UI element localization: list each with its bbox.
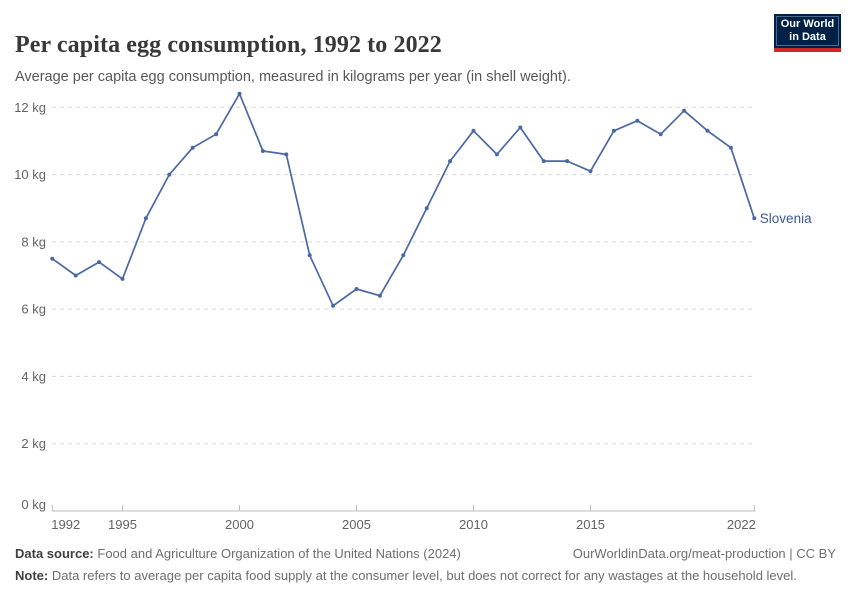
data-point[interactable] bbox=[120, 276, 125, 281]
data-point[interactable] bbox=[682, 108, 687, 113]
note-label: Note: bbox=[15, 568, 49, 583]
data-point[interactable] bbox=[494, 152, 499, 157]
data-point[interactable] bbox=[448, 159, 453, 164]
y-tick-label: 8 kg bbox=[21, 234, 46, 249]
data-point[interactable] bbox=[260, 149, 265, 153]
data-point[interactable] bbox=[635, 118, 640, 123]
data-point[interactable] bbox=[284, 152, 289, 157]
y-tick-label: 10 kg bbox=[14, 167, 46, 182]
x-tick-label: 2000 bbox=[225, 517, 254, 532]
y-tick-label: 12 kg bbox=[14, 100, 46, 115]
page-subtitle: Average per capita egg consumption, meas… bbox=[15, 68, 571, 85]
data-point[interactable] bbox=[565, 159, 570, 164]
x-tick-label: 1995 bbox=[108, 517, 137, 532]
y-tick-label: 2 kg bbox=[21, 436, 46, 451]
data-point[interactable] bbox=[728, 145, 733, 150]
series-end-label[interactable]: Slovenia bbox=[760, 211, 812, 226]
x-tick-label: 2010 bbox=[459, 517, 488, 532]
note-text: Data refers to average per capita food s… bbox=[51, 568, 797, 583]
data-point[interactable] bbox=[167, 172, 172, 177]
data-series-slovenia[interactable] bbox=[50, 91, 757, 308]
data-point[interactable] bbox=[541, 159, 546, 164]
data-point[interactable] bbox=[237, 91, 242, 96]
owid-logo[interactable]: Our World in Data bbox=[774, 14, 841, 52]
data-source: Data source: Food and Agriculture Organi… bbox=[15, 546, 461, 561]
x-tick-label: 2015 bbox=[576, 517, 605, 532]
data-point[interactable] bbox=[705, 128, 710, 133]
data-point[interactable] bbox=[97, 260, 102, 265]
data-point[interactable] bbox=[424, 206, 429, 211]
y-tick-label: 4 kg bbox=[21, 369, 46, 384]
data-point[interactable] bbox=[518, 125, 523, 130]
attribution-link[interactable]: OurWorldinData.org/meat-production | CC … bbox=[572, 546, 836, 561]
data-point[interactable] bbox=[307, 253, 312, 258]
data-point[interactable] bbox=[143, 216, 148, 221]
chart-gridlines bbox=[52, 106, 754, 445]
series-end-label-group[interactable]: Slovenia bbox=[760, 211, 812, 226]
data-point[interactable] bbox=[354, 287, 359, 291]
data-point[interactable] bbox=[658, 132, 663, 137]
x-tick-label: 2005 bbox=[342, 517, 371, 532]
x-axis: 1992 1995 2000 2005 2010 2015 2022 bbox=[51, 505, 756, 532]
data-point[interactable] bbox=[588, 169, 593, 174]
x-tick-label: 2022 bbox=[727, 517, 756, 532]
owid-logo-stripe bbox=[774, 48, 841, 52]
y-tick-label: 0 kg bbox=[21, 497, 46, 512]
data-point[interactable] bbox=[752, 216, 757, 221]
series-line[interactable] bbox=[51, 92, 756, 307]
data-point[interactable] bbox=[611, 128, 616, 133]
note: Note: Data refers to average per capita … bbox=[15, 568, 797, 583]
data-point[interactable] bbox=[50, 256, 55, 261]
data-point[interactable] bbox=[401, 253, 406, 258]
data-point[interactable] bbox=[377, 293, 382, 298]
page-title: Per capita egg consumption, 1992 to 2022 bbox=[15, 32, 442, 59]
data-point[interactable] bbox=[73, 273, 78, 278]
data-source-label: Data source: bbox=[15, 546, 94, 561]
data-point[interactable] bbox=[331, 303, 336, 308]
y-tick-label: 6 kg bbox=[21, 302, 46, 317]
y-axis-labels: 0 kg 2 kg 4 kg 6 kg 8 kg 10 kg 12 kg bbox=[14, 100, 46, 512]
owid-logo-text: Our World in Data bbox=[776, 16, 839, 46]
data-point[interactable] bbox=[190, 145, 195, 150]
data-source-text: Food and Agriculture Organization of the… bbox=[97, 546, 461, 561]
footer-note-row: Note: Data refers to average per capita … bbox=[15, 568, 836, 583]
data-point[interactable] bbox=[214, 132, 219, 137]
x-tick-label: 1992 bbox=[51, 517, 80, 532]
footer-source-row: Data source: Food and Agriculture Organi… bbox=[15, 546, 836, 561]
data-point[interactable] bbox=[471, 128, 476, 133]
